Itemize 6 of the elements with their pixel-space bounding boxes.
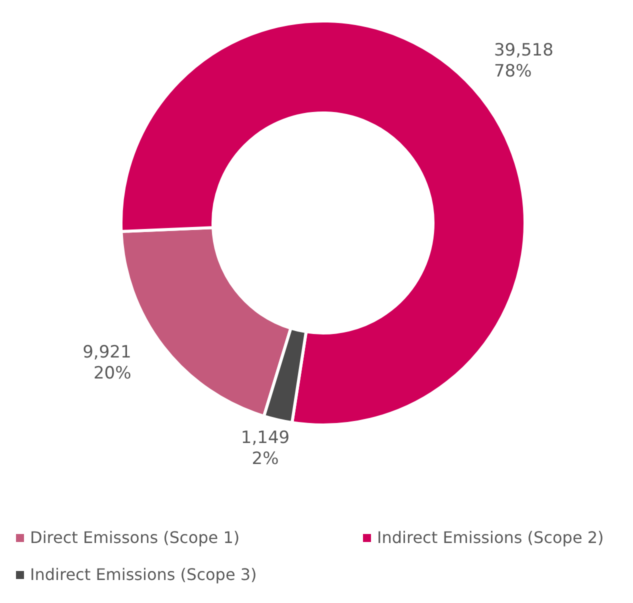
legend-label: Indirect Emissions (Scope 3) xyxy=(30,565,257,584)
legend-label: Indirect Emissions (Scope 2) xyxy=(377,528,604,547)
legend-label: Direct Emissons (Scope 1) xyxy=(30,528,240,547)
data-label: 9,921 20% xyxy=(82,342,132,383)
data-label: 39,518 78% xyxy=(494,40,554,82)
data-label: 1,149 2% xyxy=(240,428,290,469)
